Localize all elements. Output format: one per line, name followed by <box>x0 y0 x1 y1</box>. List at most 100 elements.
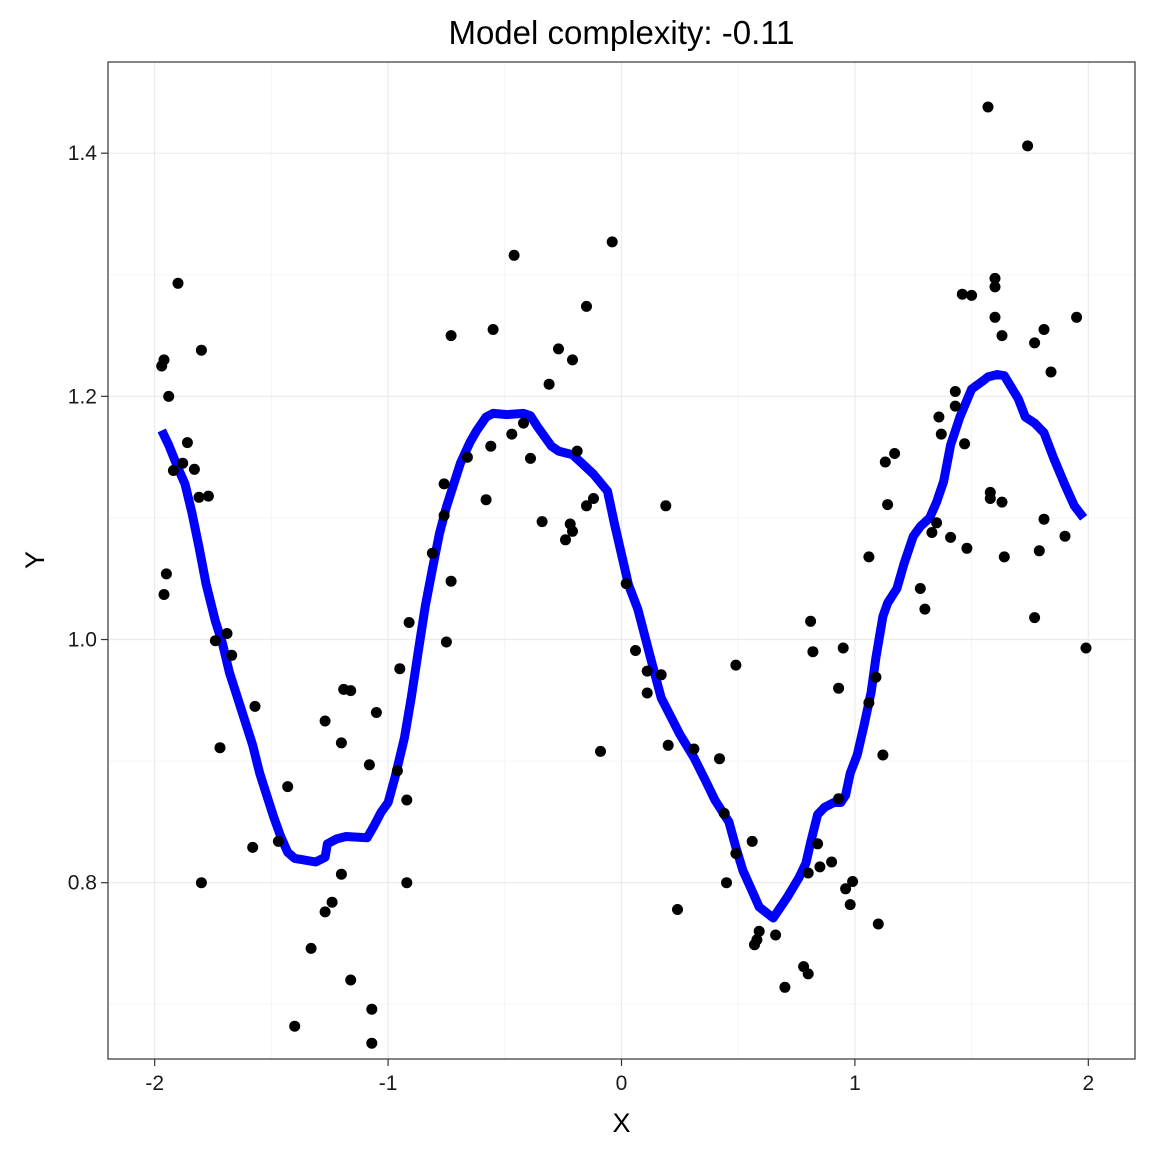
data-point <box>506 428 518 440</box>
y-tick-label: 1.2 <box>68 385 97 408</box>
y-axis: 0.8 1.0 1.2 1.4 <box>68 142 108 895</box>
data-point <box>961 542 973 554</box>
data-point <box>445 330 457 342</box>
data-point <box>935 428 947 440</box>
data-point <box>751 934 763 946</box>
data-point <box>394 663 406 675</box>
y-tick-label: 0.8 <box>68 872 97 895</box>
data-point <box>536 516 548 528</box>
x-tick-label: 0 <box>616 1072 628 1095</box>
data-point <box>181 437 193 449</box>
data-point <box>1038 324 1050 335</box>
data-point <box>485 440 497 452</box>
fit-line-layer <box>157 370 1088 923</box>
data-point <box>1033 545 1045 557</box>
chart-title: Model complexity: -0.11 <box>448 14 794 51</box>
data-point <box>172 277 184 289</box>
data-point <box>195 877 207 889</box>
data-point <box>366 1003 378 1015</box>
data-point <box>188 463 200 475</box>
data-point <box>984 493 996 504</box>
data-point <box>641 687 653 699</box>
data-point <box>305 942 317 954</box>
data-point <box>438 478 450 490</box>
data-point <box>730 848 742 859</box>
y-tick-label: 1.4 <box>68 142 98 165</box>
data-point <box>543 378 555 390</box>
data-point <box>363 759 375 771</box>
data-point <box>770 929 782 941</box>
data-point <box>1029 337 1041 349</box>
data-point <box>996 330 1008 342</box>
data-point <box>214 742 226 754</box>
data-point <box>718 807 730 819</box>
data-point <box>445 575 457 587</box>
data-point <box>553 343 564 355</box>
data-point <box>863 697 875 709</box>
data-point <box>438 510 450 521</box>
data-point <box>655 669 667 681</box>
data-point <box>401 794 413 806</box>
data-point <box>833 682 845 694</box>
data-point <box>630 645 641 656</box>
data-point <box>370 707 382 718</box>
data-point <box>391 765 403 777</box>
data-point <box>1080 642 1092 654</box>
data-point <box>989 281 1001 293</box>
x-axis-title: X <box>612 1108 630 1138</box>
data-point <box>872 918 884 930</box>
y-axis-title: Y <box>20 551 50 569</box>
data-point <box>567 525 578 537</box>
data-point <box>882 499 894 511</box>
data-point <box>247 841 259 853</box>
fit-line <box>157 370 1088 923</box>
data-point <box>163 390 175 402</box>
data-point <box>401 877 413 889</box>
data-point <box>714 753 725 765</box>
data-point <box>989 272 1001 284</box>
data-point <box>272 835 284 847</box>
data-point <box>167 465 179 476</box>
data-point <box>567 354 578 366</box>
data-point <box>672 904 683 915</box>
data-point <box>996 496 1008 508</box>
data-point <box>440 636 452 648</box>
data-point <box>177 457 189 469</box>
data-point <box>826 856 838 868</box>
x-tick-label: -2 <box>145 1072 164 1095</box>
data-point <box>160 568 172 580</box>
data-point <box>989 311 1001 323</box>
data-point <box>660 500 672 512</box>
y-tick-label: 1.0 <box>68 629 97 652</box>
data-point <box>870 671 882 683</box>
data-point <box>753 925 765 937</box>
data-point <box>508 249 520 261</box>
data-point <box>249 700 261 712</box>
data-point <box>802 867 814 879</box>
data-point <box>730 659 742 671</box>
data-point <box>688 743 700 755</box>
data-point <box>319 715 331 727</box>
data-point <box>982 101 994 113</box>
data-point <box>812 838 824 850</box>
data-point <box>345 974 357 986</box>
x-tick-label: -1 <box>379 1072 398 1095</box>
data-point <box>914 583 926 594</box>
data-point <box>1022 140 1034 152</box>
data-point <box>889 448 901 459</box>
data-point <box>837 642 849 654</box>
data-point <box>480 494 492 506</box>
data-point <box>1071 311 1083 323</box>
data-point <box>202 490 214 502</box>
data-point <box>919 603 931 615</box>
data-point <box>195 344 207 356</box>
data-point <box>345 685 357 697</box>
data-point <box>998 551 1010 563</box>
data-point <box>560 534 571 546</box>
data-point <box>1038 513 1050 525</box>
data-point <box>366 1037 378 1049</box>
data-point <box>426 547 438 559</box>
data-point <box>326 896 338 908</box>
data-point <box>606 236 618 248</box>
data-point <box>641 665 653 677</box>
